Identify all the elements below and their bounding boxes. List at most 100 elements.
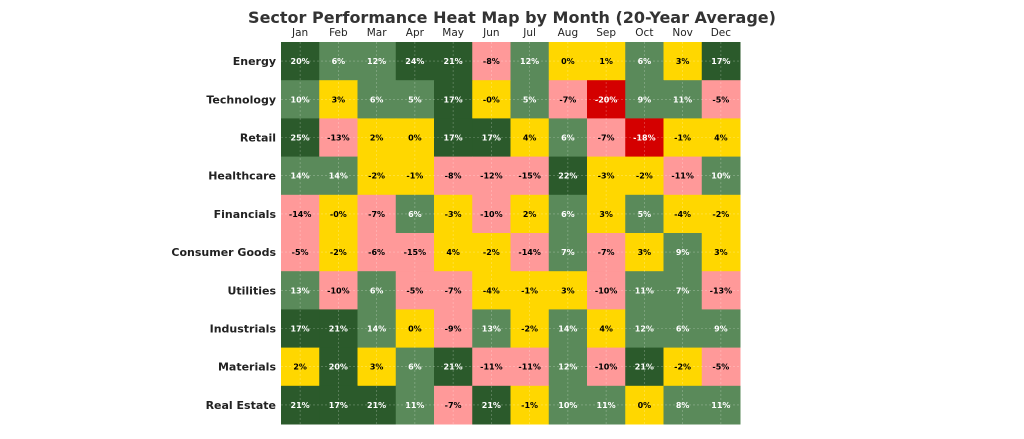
cell-value-label: -1% bbox=[521, 286, 538, 295]
heatmap-cell bbox=[357, 309, 397, 349]
heatmap-cell bbox=[357, 80, 397, 119]
cell-value-label: 5% bbox=[523, 95, 537, 104]
row-label: Technology bbox=[206, 93, 276, 106]
heatmap-cell bbox=[319, 194, 358, 234]
cell-value-label: 3% bbox=[599, 210, 613, 219]
heatmap-cell bbox=[357, 156, 397, 196]
heatmap-cell bbox=[395, 118, 435, 158]
cell-value-label: 12% bbox=[558, 363, 577, 372]
heatmap-cell bbox=[357, 42, 397, 81]
heatmap-cell bbox=[587, 309, 626, 349]
column-label: Sep bbox=[596, 27, 616, 39]
heatmap-cell bbox=[625, 233, 664, 272]
heatmap-cell bbox=[625, 309, 664, 349]
column-label: Mar bbox=[367, 27, 387, 39]
cell-value-label: -15% bbox=[518, 172, 540, 181]
cell-value-label: -2% bbox=[368, 172, 385, 181]
cell-value-label: 7% bbox=[676, 286, 690, 295]
heatmap-cell bbox=[548, 347, 588, 387]
heatmap-cell bbox=[510, 156, 550, 196]
row-label: Industrials bbox=[210, 323, 277, 336]
cell-value-label: 12% bbox=[367, 57, 386, 66]
heatmap-cell bbox=[472, 194, 511, 234]
cell-value-label: -5% bbox=[406, 286, 423, 295]
heatmap-cell bbox=[357, 347, 397, 387]
cell-value-label: 13% bbox=[291, 286, 310, 295]
heatmap-cell bbox=[395, 271, 435, 310]
heatmap-cell bbox=[281, 80, 320, 119]
heatmap-cell bbox=[510, 42, 550, 81]
cell-value-label: -4% bbox=[674, 210, 691, 219]
cell-value-label: 3% bbox=[638, 248, 652, 257]
row-label: Real Estate bbox=[206, 399, 276, 412]
cell-value-label: -7% bbox=[445, 401, 462, 410]
cell-value-label: 10% bbox=[711, 172, 730, 181]
heatmap-cell bbox=[587, 385, 626, 425]
cell-value-label: 20% bbox=[329, 363, 348, 372]
cell-value-label: -12% bbox=[480, 172, 502, 181]
heatmap-cell bbox=[395, 309, 435, 349]
cell-value-label: 4% bbox=[599, 325, 613, 334]
cell-value-label: -7% bbox=[445, 286, 462, 295]
column-label: May bbox=[442, 27, 464, 39]
heatmap-cell bbox=[701, 385, 741, 425]
cell-value-label: 10% bbox=[558, 401, 577, 410]
cell-value-label: -8% bbox=[483, 57, 500, 66]
cell-value-label: 7% bbox=[561, 248, 575, 257]
cell-value-label: 17% bbox=[444, 134, 463, 143]
row-labels: Energy Technology Retail Healthcare Financia… bbox=[171, 55, 276, 412]
heatmap-cell bbox=[395, 156, 435, 196]
heatmap-cells bbox=[281, 42, 741, 425]
cell-value-label: -10% bbox=[480, 210, 502, 219]
heatmap-cell bbox=[701, 42, 741, 81]
heatmap-cell bbox=[663, 118, 703, 158]
heatmap-cell bbox=[319, 118, 358, 158]
cell-value-label: 6% bbox=[676, 325, 690, 334]
cell-value-label: 11% bbox=[673, 95, 692, 104]
cell-value-label: 0% bbox=[408, 325, 422, 334]
heatmap-cell bbox=[548, 309, 588, 349]
cell-value-label: -5% bbox=[712, 363, 729, 372]
heatmap-cell bbox=[319, 385, 358, 425]
column-label: Oct bbox=[635, 27, 653, 39]
cell-value-label: 17% bbox=[482, 134, 501, 143]
heatmap-cell bbox=[357, 385, 397, 425]
row-label: Retail bbox=[240, 132, 276, 145]
heatmap-cell bbox=[319, 156, 358, 196]
heatmap-cell bbox=[663, 156, 703, 196]
heatmap-cell bbox=[281, 271, 320, 310]
cell-value-label: -7% bbox=[598, 248, 615, 257]
heatmap-cell bbox=[510, 233, 550, 272]
heatmap-cell bbox=[319, 347, 358, 387]
row-label: Materials bbox=[218, 361, 276, 374]
cell-value-label: 6% bbox=[561, 210, 575, 219]
heatmap-cell bbox=[472, 271, 511, 310]
column-label: Jun bbox=[482, 27, 499, 39]
heatmap-cell bbox=[548, 118, 588, 158]
row-label: Utilities bbox=[227, 284, 276, 297]
heatmap-cell bbox=[281, 347, 320, 387]
heatmap-cell bbox=[434, 385, 473, 425]
heatmap-cell bbox=[510, 347, 550, 387]
cell-value-label: 11% bbox=[405, 401, 424, 410]
cell-value-label: 9% bbox=[638, 95, 652, 104]
heatmap-cell bbox=[548, 80, 588, 119]
cell-value-label: 6% bbox=[638, 57, 652, 66]
heatmap-cell bbox=[395, 347, 435, 387]
cell-value-label: 0% bbox=[561, 57, 575, 66]
heatmap-cell bbox=[281, 309, 320, 349]
heatmap-cell bbox=[625, 42, 664, 81]
cell-value-label: 4% bbox=[523, 134, 537, 143]
heatmap-cell bbox=[625, 80, 664, 119]
cell-value-label: -4% bbox=[483, 286, 500, 295]
cell-value-label: 9% bbox=[676, 248, 690, 257]
heatmap-cell bbox=[701, 156, 741, 196]
heatmap-cell bbox=[510, 385, 550, 425]
heatmap-cell bbox=[548, 194, 588, 234]
heatmap-cell bbox=[587, 233, 626, 272]
heatmap-cell bbox=[434, 271, 473, 310]
row-label: Consumer Goods bbox=[171, 246, 276, 259]
heatmap-cell bbox=[587, 194, 626, 234]
heatmap-cell bbox=[587, 118, 626, 158]
heatmap-cell bbox=[472, 156, 511, 196]
